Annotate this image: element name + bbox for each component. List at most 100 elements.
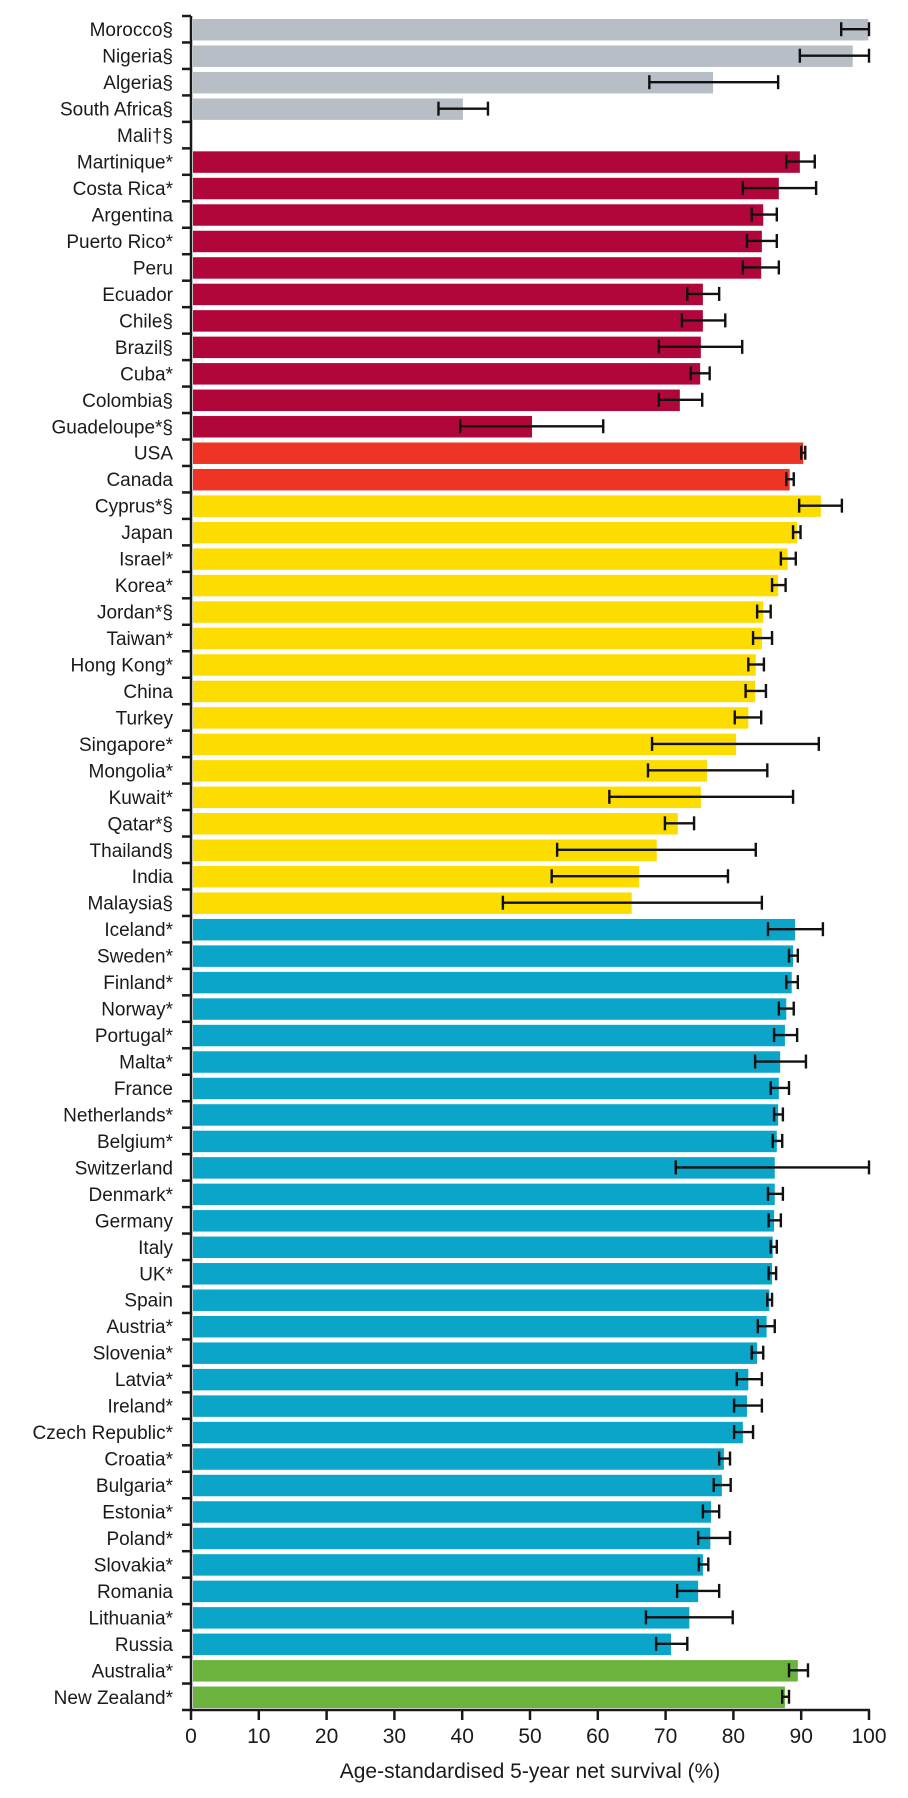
- category-label: Cyprus*§: [95, 497, 173, 518]
- error-bar: [745, 233, 778, 248]
- error-bar: [437, 101, 490, 116]
- error-bar: [458, 419, 605, 434]
- error-bar: [751, 631, 774, 646]
- bar: [193, 1263, 773, 1285]
- error-bar: [550, 869, 730, 884]
- bar: [193, 601, 764, 623]
- bar: [193, 1660, 798, 1682]
- x-tick-label: 40: [451, 1725, 474, 1748]
- error-bar: [771, 1133, 784, 1148]
- category-label: Norway*: [101, 1000, 173, 1021]
- x-tick-label: 0: [185, 1725, 197, 1748]
- error-bar: [644, 1610, 734, 1625]
- x-tick-label: 70: [654, 1725, 677, 1748]
- category-label: Belgium*: [97, 1132, 174, 1153]
- bar: [193, 389, 680, 412]
- bar: [193, 1315, 767, 1338]
- x-tick-label: 60: [586, 1725, 609, 1748]
- category-label: Singapore*: [79, 735, 174, 756]
- bar: [193, 733, 737, 756]
- bar: [193, 204, 764, 226]
- category-label: Chile§: [119, 311, 173, 332]
- category-label: Germany: [95, 1211, 174, 1232]
- error-bar: [766, 922, 825, 937]
- error-bar: [654, 1636, 689, 1651]
- error-bar: [755, 604, 772, 619]
- error-bars-layer: [437, 22, 871, 1704]
- category-label: Australia*: [92, 1661, 174, 1682]
- bar: [193, 1130, 777, 1153]
- category-label: France: [114, 1079, 173, 1100]
- category-label: Romania: [97, 1582, 173, 1603]
- error-bar: [798, 48, 871, 63]
- bar: [193, 1421, 743, 1444]
- bar: [193, 19, 869, 41]
- category-label: Turkey: [116, 708, 174, 729]
- error-bar: [663, 816, 696, 831]
- error-bar: [753, 1054, 808, 1069]
- category-label: Thailand§: [90, 841, 173, 862]
- category-label: Finland*: [103, 973, 173, 994]
- category-label: Russia: [115, 1635, 174, 1656]
- category-label: Malta*: [119, 1053, 173, 1074]
- error-bar: [712, 1478, 732, 1493]
- error-bar: [766, 1186, 785, 1201]
- category-label: Canada: [106, 470, 173, 491]
- bar: [193, 680, 756, 703]
- bar: [193, 1077, 779, 1100]
- bar: [193, 230, 762, 253]
- category-label: Italy: [138, 1238, 173, 1259]
- error-bar: [675, 1583, 721, 1598]
- category-label: Japan: [121, 523, 173, 544]
- bar: [193, 918, 796, 941]
- error-bar: [674, 1160, 871, 1175]
- category-label: Croatia*: [104, 1450, 173, 1471]
- error-bar: [701, 1504, 721, 1519]
- bar: [193, 1183, 775, 1206]
- category-label: Denmark*: [89, 1185, 174, 1206]
- error-bar: [791, 525, 802, 540]
- bar: [193, 707, 749, 729]
- bar: [193, 866, 640, 888]
- error-bar: [800, 445, 807, 460]
- bar: [193, 1633, 672, 1656]
- error-bar: [646, 763, 769, 778]
- category-label: Algeria§: [103, 73, 173, 94]
- axes: 0 10 20 30 40 50 60 70 80 90 100: [182, 14, 887, 1748]
- error-bar: [766, 1292, 774, 1307]
- error-bar: [750, 207, 778, 222]
- error-bar: [744, 683, 768, 698]
- error-bar: [735, 1372, 764, 1387]
- error-bar: [767, 1266, 778, 1281]
- category-label: Korea*: [115, 576, 174, 597]
- category-label: Portugal*: [95, 1026, 174, 1047]
- error-bar: [785, 472, 795, 487]
- category-label: Spain: [124, 1291, 173, 1312]
- bar: [193, 971, 792, 994]
- bar: [193, 1474, 722, 1497]
- error-bar: [750, 1345, 765, 1360]
- category-label: Czech Republic*: [33, 1423, 174, 1444]
- bar: [193, 839, 657, 861]
- category-label: Taiwan*: [106, 629, 173, 650]
- bar: [193, 45, 853, 67]
- bar: [193, 283, 703, 306]
- bar: [193, 627, 762, 650]
- category-label: Nigeria§: [102, 47, 173, 68]
- category-label: Martinique*: [77, 153, 174, 174]
- bar: [193, 257, 762, 279]
- x-tick-label: 80: [722, 1725, 745, 1748]
- bar: [193, 1051, 781, 1073]
- bar: [193, 1607, 690, 1629]
- category-label: Ireland*: [108, 1397, 174, 1418]
- category-label: Mongolia*: [89, 761, 174, 782]
- error-bar: [657, 392, 704, 407]
- category-label: New Zealand*: [54, 1688, 174, 1709]
- bar: [193, 998, 787, 1020]
- error-bar: [657, 339, 744, 354]
- error-bar: [772, 1107, 785, 1122]
- bar: [193, 177, 779, 200]
- error-bar: [648, 75, 780, 90]
- bar: [193, 548, 788, 570]
- category-label: Cuba*: [120, 364, 173, 385]
